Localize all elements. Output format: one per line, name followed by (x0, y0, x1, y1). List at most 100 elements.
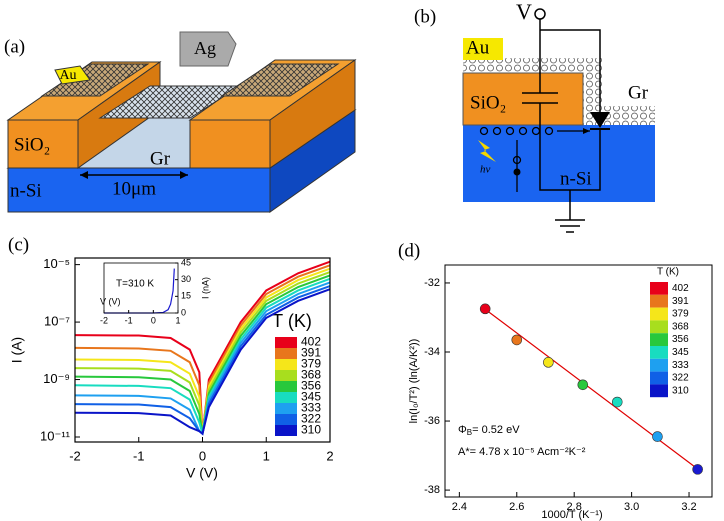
legend-swatch (650, 358, 668, 372)
legend-swatch (650, 282, 668, 295)
x-tick-label: -2 (69, 448, 81, 463)
plot-frame (444, 264, 713, 498)
x-tick-label: -1 (133, 448, 145, 463)
x-tick-label: 2.4 (452, 501, 467, 513)
legend-swatch (650, 384, 668, 398)
legend-label: 310 (672, 385, 689, 396)
x-axis-label: V (V) (100, 296, 121, 306)
label: Au (59, 68, 76, 83)
data-point (543, 357, 554, 368)
x-tick-label: 3.2 (681, 501, 696, 513)
sio2-side (269, 59, 356, 169)
legend-swatch (650, 320, 668, 334)
legend-swatch (650, 307, 668, 321)
annotation: ΦB= 0.52 eV (458, 424, 520, 437)
sio2-front (189, 119, 271, 169)
label: Ag (194, 38, 216, 58)
panel-label: (b) (414, 6, 436, 27)
legend-swatch (275, 414, 297, 425)
legend-title: T (K) (272, 311, 312, 331)
annotation: A*= 4.78 x 10⁻⁵ Acm⁻²K⁻² (458, 446, 586, 458)
x-tick-label: 2.6 (509, 501, 524, 513)
x-tick-label: 2 (326, 448, 333, 463)
legend-label: 322 (672, 373, 689, 384)
photon-icon (478, 140, 496, 162)
legend-label: 356 (301, 379, 321, 393)
y-tick-label: 0 (181, 307, 186, 317)
y-axis-label: I (nA) (200, 277, 210, 299)
data-point (577, 379, 589, 391)
legend-label: 391 (301, 346, 321, 360)
x-tick-label: 1 (263, 448, 270, 463)
legend-label: 333 (672, 360, 689, 371)
y-axis-label: I (A) (9, 337, 25, 363)
legend-label: 368 (672, 321, 689, 332)
y-tick-label: 10⁻⁷ (44, 314, 70, 329)
legend-swatch (650, 294, 668, 308)
label: Au (466, 37, 490, 58)
x-tick-label: 0 (199, 448, 206, 463)
annotation-part: Φ (458, 424, 467, 436)
legend-label: 368 (301, 368, 321, 382)
ag-tip (179, 31, 237, 67)
legend-label: 391 (672, 296, 689, 307)
legend-swatch (275, 425, 297, 436)
panel-label: (a) (4, 36, 25, 57)
fit-line (481, 306, 701, 472)
label: Gr (150, 148, 171, 169)
diode (590, 112, 610, 128)
annotation-part: = 0.52 eV (472, 424, 520, 436)
y-tick-label: -32 (424, 277, 440, 289)
label: n-Si (560, 168, 592, 189)
y-tick-label: 45 (181, 257, 191, 267)
x-tick-label: 1 (175, 315, 180, 325)
data-point (692, 464, 703, 475)
data-point (652, 431, 663, 442)
au-tag (54, 65, 91, 85)
legend-swatch (650, 371, 668, 385)
legend-title: T (K) (657, 267, 679, 278)
x-tick-label: 2.8 (567, 501, 582, 513)
y-tick-label: 10⁻⁹ (43, 371, 70, 386)
label: V (516, 0, 532, 24)
legend-swatch (275, 403, 297, 414)
x-tick-label: -2 (100, 315, 108, 325)
annotation-part: B (467, 428, 472, 437)
legend-swatch (275, 381, 297, 392)
n-si (463, 125, 655, 202)
au (463, 38, 503, 60)
panel-b: (b) V Au SiO₂ Gr n-Si hν (414, 0, 655, 233)
data-point (611, 396, 623, 408)
label: n-Si (10, 180, 42, 201)
x-tick-label: 0 (151, 315, 156, 325)
label: 10μm (112, 178, 156, 199)
legend-label: 345 (672, 347, 689, 358)
x-tick-label: 3.0 (624, 501, 639, 513)
legend-swatch (275, 392, 297, 403)
y-tick-label: 15 (181, 291, 191, 301)
y-axis-label: ln(I₀/T²) (ln(A/K²)) (408, 339, 420, 424)
legend-swatch (650, 346, 668, 359)
legend-label: 322 (301, 412, 321, 426)
y-tick-label: 10⁻¹¹ (40, 428, 71, 443)
circuit (522, 8, 601, 233)
label: SiO₂ (14, 134, 50, 155)
legend-swatch (275, 370, 297, 381)
graphene-layer (600, 106, 655, 125)
label: hν (480, 164, 491, 176)
legend-label: 345 (301, 390, 321, 404)
x-tick-label: -1 (125, 315, 133, 325)
legend-swatch (275, 359, 297, 370)
legend-swatch (275, 337, 297, 348)
y-tick-label: -34 (424, 346, 440, 358)
legend-label: 333 (301, 401, 321, 415)
legend-swatch (275, 348, 297, 359)
legend-label: 379 (301, 357, 321, 371)
y-tick-label: -36 (424, 415, 440, 427)
label: Gr (628, 82, 649, 103)
x-axis-label: V (V) (186, 465, 218, 481)
plot-frame (103, 262, 179, 314)
y-tick-label: -38 (424, 484, 440, 496)
legend-label: 310 (301, 423, 321, 437)
